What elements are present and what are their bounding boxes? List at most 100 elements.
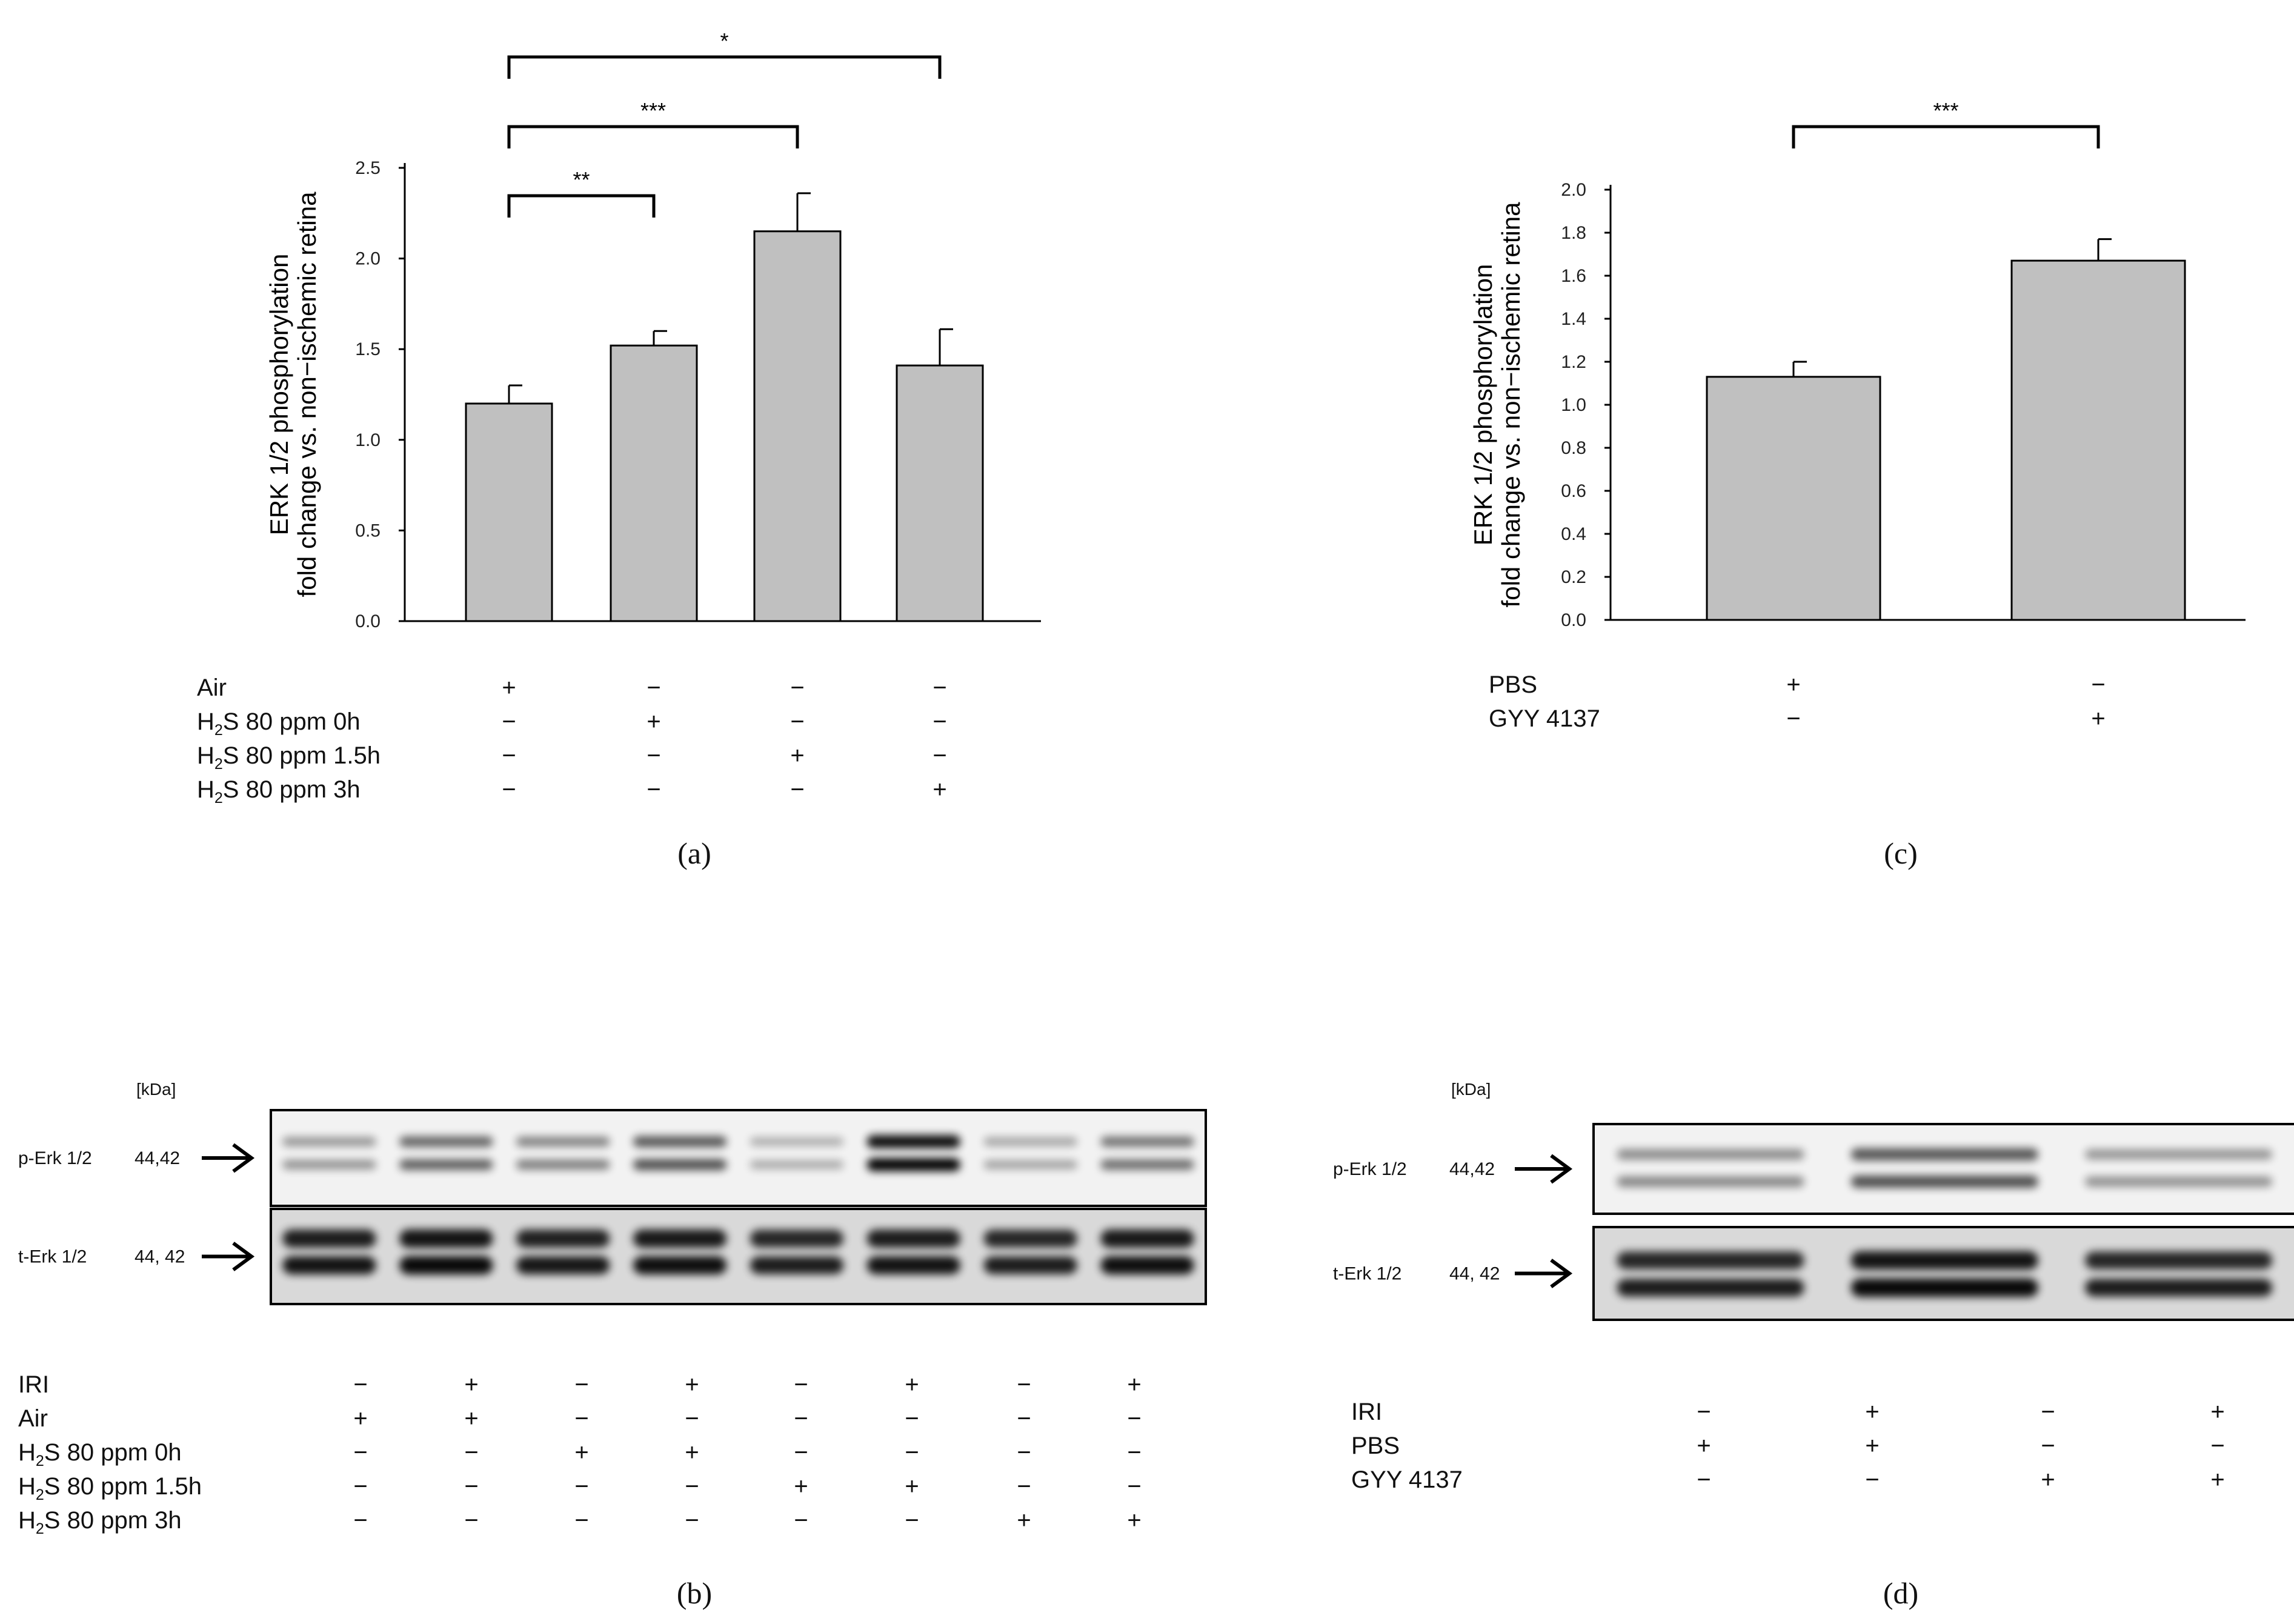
condition-mark: −	[502, 776, 516, 803]
condition-mark: +	[464, 1405, 478, 1432]
band	[1850, 1175, 2038, 1188]
bar	[465, 402, 553, 622]
condition-mark: −	[464, 1439, 478, 1466]
band	[1100, 1229, 1194, 1248]
panel-label: (d)	[1883, 1576, 1918, 1610]
y-tick-label: 1.0	[1561, 395, 1586, 415]
significance-bracket	[507, 194, 656, 218]
condition-row-label: GYY 4137	[1489, 705, 1600, 732]
band	[2085, 1279, 2273, 1297]
condition-mark: −	[464, 1473, 478, 1500]
protein-label: t-Erk 1/2	[18, 1247, 87, 1267]
band	[983, 1256, 1077, 1274]
condition-mark: −	[1127, 1473, 1141, 1500]
condition-mark: −	[1017, 1473, 1031, 1500]
blot-background	[1594, 1124, 2294, 1214]
condition-mark: +	[647, 708, 660, 735]
y-tick-label: 1.5	[355, 339, 381, 359]
condition-mark: −	[794, 1439, 808, 1466]
condition-row-label: H2S 80 ppm 0h	[197, 708, 361, 739]
condition-mark: +	[353, 1405, 367, 1432]
condition-row-label: Air	[18, 1405, 48, 1432]
condition-mark: −	[794, 1371, 808, 1398]
condition-mark: +	[1017, 1507, 1031, 1534]
significance-bracket	[507, 125, 799, 148]
blot-background	[271, 1110, 1206, 1206]
condition-mark: −	[1786, 705, 1800, 732]
y-axis-label: ERK 1/2 phosphorylationfold change vs. n…	[265, 191, 321, 597]
condition-mark: −	[647, 674, 660, 701]
condition-mark: −	[933, 708, 946, 735]
condition-mark: +	[2210, 1399, 2224, 1425]
band	[750, 1160, 844, 1170]
arrow-icon	[1515, 1154, 1573, 1184]
band	[633, 1256, 727, 1275]
band	[516, 1136, 610, 1147]
condition-row-label: Air	[197, 674, 227, 701]
condition-mark: −	[502, 708, 516, 735]
y-tick-label: 0.0	[355, 611, 381, 631]
band	[399, 1229, 493, 1248]
band	[1100, 1256, 1194, 1275]
y-tick-label: 2.0	[1561, 180, 1586, 200]
band-group	[282, 1229, 1194, 1275]
condition-mark: −	[933, 674, 946, 701]
y-tick-label: 0.8	[1561, 438, 1586, 458]
panel-b-western-blot: [kDa] p-Erk 1/2 44,42 t-Erk 1/2 44, 42 IRI − + −…	[18, 1080, 1207, 1610]
t-erk-blot	[270, 1208, 1207, 1305]
condition-row-label: H2S 80 ppm 1.5h	[18, 1473, 202, 1503]
band	[866, 1256, 960, 1274]
bar	[1706, 376, 1881, 621]
arrow-icon	[202, 1143, 255, 1173]
band	[866, 1230, 960, 1248]
condition-row-label: IRI	[1351, 1399, 1382, 1425]
band	[1617, 1251, 1804, 1270]
condition-mark: +	[1786, 671, 1800, 698]
condition-mark: +	[502, 674, 516, 701]
band	[1617, 1279, 1804, 1297]
condition-mark: −	[685, 1405, 699, 1432]
band	[2085, 1176, 2273, 1187]
condition-row-label: H2S 80 ppm 3h	[18, 1507, 182, 1537]
y-tick-label: 0.6	[1561, 481, 1586, 501]
band	[2085, 1149, 2273, 1160]
condition-row-label: H2S 80 ppm 0h	[18, 1439, 182, 1469]
band	[516, 1256, 610, 1274]
arrow-icon-head	[1550, 1154, 1573, 1184]
band	[750, 1137, 844, 1146]
condition-mark: −	[574, 1405, 588, 1432]
band	[399, 1256, 493, 1275]
band	[633, 1229, 727, 1248]
condition-mark: −	[685, 1507, 699, 1534]
condition-mark: +	[794, 1473, 808, 1500]
condition-mark: +	[1127, 1507, 1141, 1534]
condition-mark: −	[1017, 1405, 1031, 1432]
condition-mark: −	[353, 1473, 367, 1500]
condition-mark: −	[1697, 1466, 1711, 1493]
condition-mark: +	[2210, 1466, 2224, 1493]
y-tick-label: 1.8	[1561, 223, 1586, 243]
y-tick-label: 1.6	[1561, 266, 1586, 286]
significance-label: ***	[1933, 98, 1958, 123]
band	[866, 1135, 960, 1148]
protein-label: p-Erk 1/2	[18, 1148, 92, 1168]
condition-mark: −	[1017, 1371, 1031, 1398]
blot-frame	[270, 1109, 1207, 1207]
band	[983, 1230, 1077, 1248]
condition-mark: −	[574, 1473, 588, 1500]
condition-mark: +	[685, 1439, 699, 1466]
condition-mark: −	[794, 1405, 808, 1432]
condition-mark: −	[574, 1371, 588, 1398]
significance-label: *	[720, 28, 728, 53]
band	[516, 1159, 610, 1170]
condition-mark: −	[2210, 1433, 2224, 1459]
band	[1100, 1159, 1194, 1170]
condition-mark: −	[790, 674, 804, 701]
band	[633, 1159, 727, 1171]
condition-mark: −	[647, 776, 660, 803]
band	[516, 1230, 610, 1248]
bar	[610, 344, 698, 622]
condition-row-label: GYY 4137	[1351, 1466, 1463, 1493]
condition-mark: +	[1865, 1433, 1879, 1459]
